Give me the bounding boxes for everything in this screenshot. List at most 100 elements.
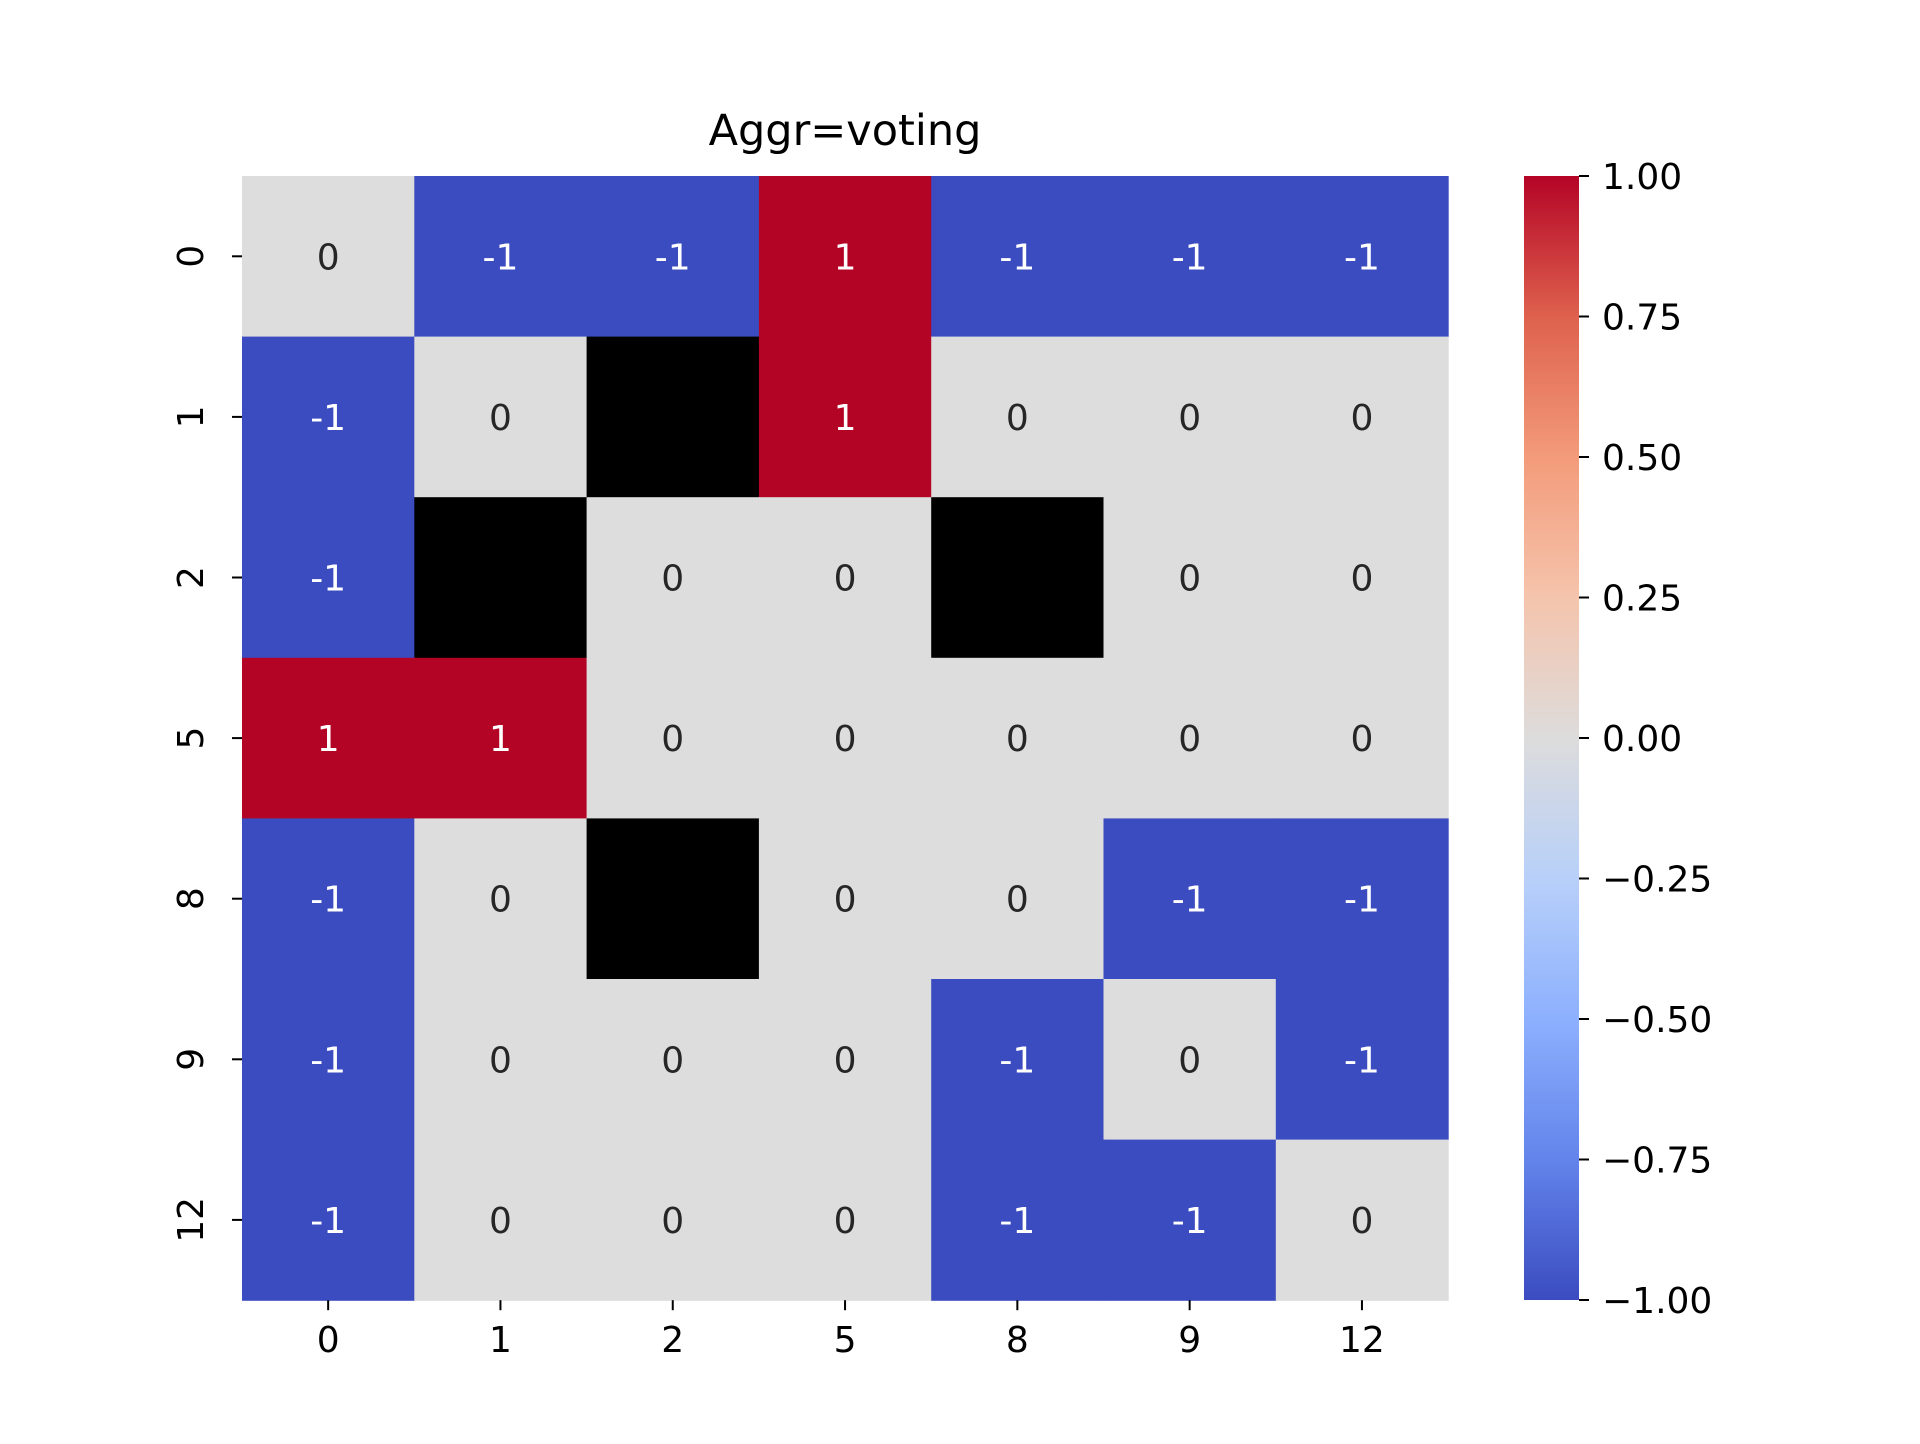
heatmap-cell <box>414 176 588 338</box>
heatmap-cell <box>586 497 760 659</box>
colorbar-tick-label: −0.75 <box>1602 1141 1712 1182</box>
heatmap-cell <box>1103 818 1277 980</box>
cell-value-label: 0 <box>834 1040 857 1081</box>
cell-value-label: -1 <box>1344 1040 1380 1081</box>
cell-value-label: 0 <box>1350 719 1373 760</box>
heatmap-cell <box>931 818 1105 980</box>
cell-value-label: 0 <box>661 719 684 760</box>
colorbar-tick-label: −1.00 <box>1602 1281 1712 1322</box>
heatmap-cell <box>1103 336 1277 498</box>
heatmap-cell <box>414 497 588 659</box>
cell-value-label: 0 <box>834 559 857 600</box>
heatmap-cell <box>1103 497 1277 659</box>
cell-value-label: 0 <box>1006 880 1029 921</box>
cell-value-label: -1 <box>1172 880 1208 921</box>
y-tick-label: 2 <box>171 566 212 589</box>
cell-value-label: 0 <box>1350 559 1373 600</box>
cell-value-label: 1 <box>317 719 340 760</box>
colorbar-tick-label: 0.00 <box>1602 719 1682 760</box>
cell-value-label: 0 <box>489 1040 512 1081</box>
heatmap-cell <box>1103 979 1277 1141</box>
cell-annotations: 0 -1 -1 1 -1 -1 -1 -1 0 1 0 0 0 -1 0 0 0 0 1 1 0 0 0 0 0 -1 0 0 0 -1 -… <box>310 237 1380 1242</box>
heatmap-cells <box>242 176 1449 1301</box>
heatmap-cell <box>242 657 415 819</box>
heatmap-cell <box>931 1139 1105 1301</box>
heatmap-cell <box>586 1139 760 1301</box>
heatmap-cell <box>931 497 1105 659</box>
cell-value-label: 0 <box>661 559 684 600</box>
x-tick-label: 5 <box>834 1320 857 1361</box>
cell-value-label: -1 <box>310 1040 346 1081</box>
heatmap-cell <box>242 176 415 338</box>
x-tick-label: 12 <box>1339 1320 1385 1361</box>
cell-value-label: -1 <box>1172 1201 1208 1242</box>
heatmap-cell <box>586 657 760 819</box>
cell-value-label: 0 <box>834 719 857 760</box>
y-tick-label: 8 <box>171 887 212 910</box>
heatmap-cell <box>1275 818 1449 980</box>
heatmap-cell <box>242 336 415 498</box>
heatmap-cell <box>1275 336 1449 498</box>
heatmap-cell <box>1275 1139 1449 1301</box>
chart-title: Aggr=voting <box>709 106 982 156</box>
heatmap-cell <box>758 176 932 338</box>
heatmap-cell <box>1103 657 1277 819</box>
colorbar-tick-label: −0.50 <box>1602 1000 1712 1041</box>
cell-value-label: -1 <box>482 237 518 278</box>
cell-value-label: 0 <box>1178 1040 1201 1081</box>
colorbar-tick-label: 0.75 <box>1602 298 1682 339</box>
cell-value-label: -1 <box>310 559 346 600</box>
heatmap-cell <box>586 818 760 980</box>
heatmap-cell <box>758 336 932 498</box>
heatmap-cell <box>414 1139 588 1301</box>
heatmap-cell <box>586 176 760 338</box>
heatmap-cell <box>758 497 932 659</box>
heatmap-cell <box>758 979 932 1141</box>
heatmap-cell <box>1103 176 1277 338</box>
colorbar-tick-label: 1.00 <box>1602 157 1682 198</box>
x-tick-label: 2 <box>661 1320 684 1361</box>
heatmap-cell <box>242 818 415 980</box>
cell-value-label: 1 <box>834 398 857 439</box>
cell-value-label: 0 <box>1350 398 1373 439</box>
cell-value-label: 0 <box>489 880 512 921</box>
x-axis: 0 1 2 5 8 9 12 <box>317 1300 1385 1361</box>
heatmap-cell <box>758 657 932 819</box>
heatmap-cell <box>1103 1139 1277 1301</box>
colorbar-gradient <box>1524 176 1579 1300</box>
x-tick-label: 8 <box>1006 1320 1029 1361</box>
heatmap-cell <box>414 657 588 819</box>
cell-value-label: 0 <box>489 1201 512 1242</box>
cell-value-label: -1 <box>999 1040 1035 1081</box>
y-tick-label: 9 <box>171 1048 212 1071</box>
cell-value-label: 0 <box>1006 719 1029 760</box>
heatmap-cell <box>242 979 415 1141</box>
colorbar-tick-label: −0.25 <box>1602 860 1712 901</box>
heatmap-cell <box>414 979 588 1141</box>
y-tick-label: 1 <box>171 405 212 428</box>
heatmap-cell <box>414 336 588 498</box>
cell-value-label: 0 <box>1178 719 1201 760</box>
cell-value-label: 0 <box>834 1201 857 1242</box>
heatmap-cell <box>931 979 1105 1141</box>
x-tick-label: 9 <box>1178 1320 1201 1361</box>
heatmap-cell <box>586 979 760 1141</box>
heatmap-cell <box>931 176 1105 338</box>
heatmap-cell <box>758 818 932 980</box>
cell-value-label: -1 <box>1344 880 1380 921</box>
cell-value-label: 0 <box>661 1201 684 1242</box>
cell-value-label: 0 <box>834 880 857 921</box>
cell-value-label: 0 <box>1006 398 1029 439</box>
cell-value-label: 0 <box>1178 559 1201 600</box>
x-tick-label: 1 <box>489 1320 512 1361</box>
cell-value-label: 0 <box>1350 1201 1373 1242</box>
cell-value-label: -1 <box>310 880 346 921</box>
heatmap-cell <box>414 818 588 980</box>
cell-value-label: -1 <box>1172 237 1208 278</box>
x-tick-label: 0 <box>317 1320 340 1361</box>
cell-value-label: 0 <box>317 237 340 278</box>
y-tick-label: 5 <box>171 727 212 750</box>
